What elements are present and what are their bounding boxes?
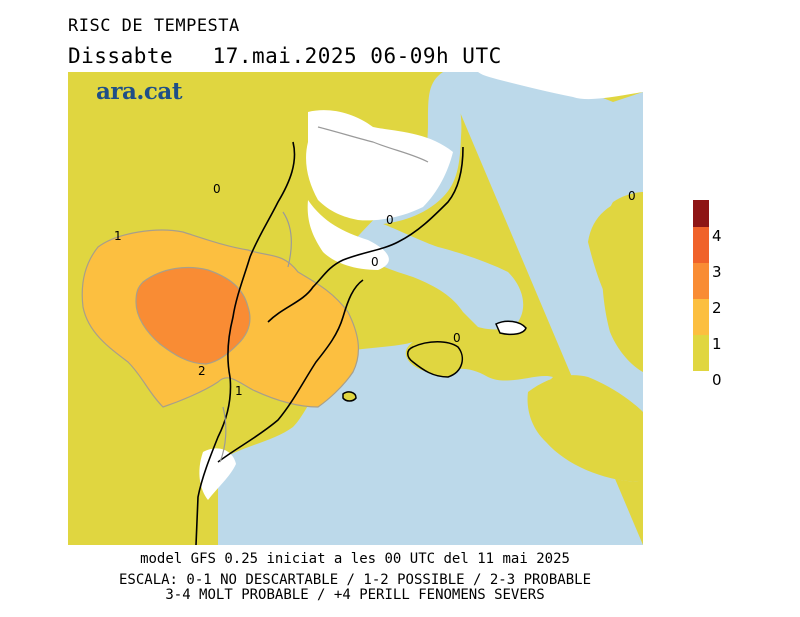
color-scale-legend xyxy=(693,200,709,371)
legend-label-0: 0 xyxy=(712,371,722,389)
forecast-day: Dissabte xyxy=(68,44,174,68)
legend-label-2: 2 xyxy=(712,299,722,317)
scale-description-line2: 3-4 MOLT PROBABLE / +4 PERILL FENOMENS S… xyxy=(165,587,545,603)
border-fr-es xyxy=(195,141,296,545)
model-info: model GFS 0.25 iniciat a les 00 UTC del … xyxy=(140,551,570,567)
forecast-date-range: 17.mai.2025 06-09h UTC xyxy=(212,44,502,68)
legend-label-4: 4 xyxy=(712,227,722,245)
contour-label-0-e: 0 xyxy=(628,189,636,203)
storm-risk-map: 0 0 0 0 0 1 2 1 xyxy=(68,72,643,545)
contour-label-0-b: 0 xyxy=(386,213,394,227)
contour-label-0-a: 0 xyxy=(213,182,221,196)
legend-swatch-level-3 xyxy=(693,227,709,263)
border-fr-lower xyxy=(267,146,464,323)
contour-label-0-d: 0 xyxy=(453,331,461,345)
legend-swatch-level-2 xyxy=(693,263,709,299)
contour-label-2: 2 xyxy=(198,364,206,378)
scale-description-line1: ESCALA: 0-1 NO DESCARTABLE / 1-2 POSSIBL… xyxy=(118,572,591,588)
north-africa xyxy=(527,375,643,482)
legend-label-3: 3 xyxy=(712,263,722,281)
legend-swatch-level-0 xyxy=(693,335,709,371)
ibiza xyxy=(342,391,357,402)
legend-swatch-level-1 xyxy=(693,299,709,335)
mallorca xyxy=(407,341,464,378)
border-coast-catalonia xyxy=(217,279,364,463)
chart-title: RISC DE TEMPESTA xyxy=(68,16,240,36)
white-region-ne xyxy=(478,72,643,100)
border-internal-grey xyxy=(219,126,429,463)
legend-swatch-level-4 xyxy=(693,200,709,227)
gulf-of-lion xyxy=(343,72,524,330)
contour-label-0-c: 0 xyxy=(371,255,379,269)
sardinia xyxy=(601,192,643,372)
contour-label-1-a: 1 xyxy=(114,229,122,243)
risk-zone-level-2 xyxy=(135,266,251,365)
ara-cat-logo: ara.cat xyxy=(96,78,182,105)
legend-label-1: 1 xyxy=(712,335,722,353)
white-region-pyrenees xyxy=(306,110,453,221)
menorca xyxy=(495,320,527,336)
contour-label-1-b: 1 xyxy=(235,384,243,398)
forecast-time: Dissabte 17.mai.2025 06-09h UTC xyxy=(68,44,502,68)
